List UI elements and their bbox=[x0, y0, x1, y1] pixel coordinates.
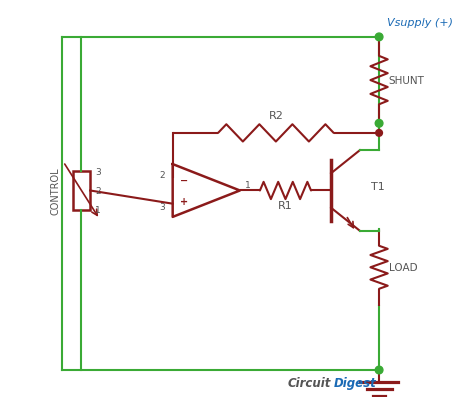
Text: R1: R1 bbox=[278, 200, 293, 210]
Text: 3: 3 bbox=[95, 167, 100, 176]
Text: CONTROL: CONTROL bbox=[51, 167, 61, 215]
Text: 3: 3 bbox=[159, 202, 165, 211]
Circle shape bbox=[376, 130, 383, 137]
Text: 1: 1 bbox=[95, 206, 100, 215]
Text: Digest: Digest bbox=[334, 376, 377, 389]
Text: +: + bbox=[180, 196, 188, 207]
Text: T1: T1 bbox=[372, 181, 385, 191]
Text: SHUNT: SHUNT bbox=[389, 76, 425, 86]
Text: −: − bbox=[180, 175, 188, 185]
Text: LOAD: LOAD bbox=[389, 262, 417, 273]
Circle shape bbox=[375, 120, 383, 128]
Circle shape bbox=[375, 366, 383, 374]
Text: R2: R2 bbox=[268, 111, 283, 121]
Text: Vsupply (+): Vsupply (+) bbox=[387, 18, 453, 28]
Circle shape bbox=[375, 34, 383, 42]
Text: 1: 1 bbox=[245, 181, 250, 190]
Text: Circuit: Circuit bbox=[288, 376, 331, 389]
Text: 2: 2 bbox=[95, 187, 100, 196]
Text: 2: 2 bbox=[159, 171, 165, 179]
Bar bbox=[73, 172, 90, 210]
